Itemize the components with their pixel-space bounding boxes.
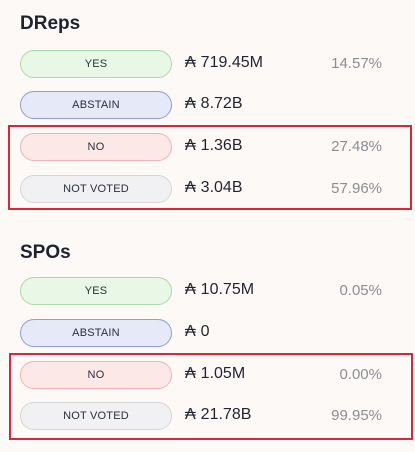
spos-row-not-voted: NOT VOTED ₳ 21.78B 99.95% xyxy=(0,401,415,433)
abstain-pill: ABSTAIN xyxy=(20,91,172,119)
dreps-row-no: NO ₳ 1.36B 27.48% xyxy=(0,132,415,164)
dreps-row-yes: YES ₳ 719.45M 14.57% xyxy=(0,49,415,81)
ada-symbol: ₳ xyxy=(185,179,196,196)
spos-row-abstain: ABSTAIN ₳ 0 xyxy=(0,318,415,350)
ada-symbol: ₳ xyxy=(185,365,196,382)
dreps-not-voted-percent: 57.96% xyxy=(331,180,382,197)
ada-symbol: ₳ xyxy=(185,137,196,154)
yes-pill: YES xyxy=(20,50,172,78)
spos-not-voted-amount: ₳ 21.78B xyxy=(185,406,252,423)
not-voted-pill: NOT VOTED xyxy=(20,402,172,430)
dreps-title: DReps xyxy=(20,13,81,34)
spos-abstain-amount: ₳ 0 xyxy=(185,323,210,340)
spos-no-percent: 0.00% xyxy=(339,366,382,383)
spos-title: SPOs xyxy=(20,242,71,263)
not-voted-pill: NOT VOTED xyxy=(20,175,172,203)
spos-not-voted-percent: 99.95% xyxy=(331,407,382,424)
ada-symbol: ₳ xyxy=(185,95,196,112)
ada-symbol: ₳ xyxy=(185,406,196,423)
spos-row-no: NO ₳ 1.05M 0.00% xyxy=(0,360,415,392)
dreps-row-not-voted: NOT VOTED ₳ 3.04B 57.96% xyxy=(0,174,415,206)
dreps-abstain-amount: ₳ 8.72B xyxy=(185,95,243,112)
dreps-not-voted-amount: ₳ 3.04B xyxy=(185,179,243,196)
spos-row-yes: YES ₳ 10.75M 0.05% xyxy=(0,276,415,308)
dreps-section: DReps YES ₳ 719.45M 14.57% ABSTAIN ₳ 8.72B… xyxy=(0,0,415,215)
dreps-no-amount: ₳ 1.36B xyxy=(185,137,243,154)
dreps-yes-amount: ₳ 719.45M xyxy=(185,54,263,71)
dreps-row-abstain: ABSTAIN ₳ 8.72B xyxy=(0,90,415,122)
dreps-yes-percent: 14.57% xyxy=(331,55,382,72)
ada-symbol: ₳ xyxy=(185,323,196,340)
ada-symbol: ₳ xyxy=(185,54,196,71)
ada-symbol: ₳ xyxy=(185,281,196,298)
no-pill: NO xyxy=(20,133,172,161)
dreps-no-percent: 27.48% xyxy=(331,138,382,155)
spos-yes-percent: 0.05% xyxy=(339,282,382,299)
yes-pill: YES xyxy=(20,277,172,305)
no-pill: NO xyxy=(20,361,172,389)
spos-section: SPOs YES ₳ 10.75M 0.05% ABSTAIN ₳ 0 NO ₳ 1.… xyxy=(0,230,415,452)
spos-yes-amount: ₳ 10.75M xyxy=(185,281,255,298)
abstain-pill: ABSTAIN xyxy=(20,319,172,347)
spos-no-amount: ₳ 1.05M xyxy=(185,365,246,382)
